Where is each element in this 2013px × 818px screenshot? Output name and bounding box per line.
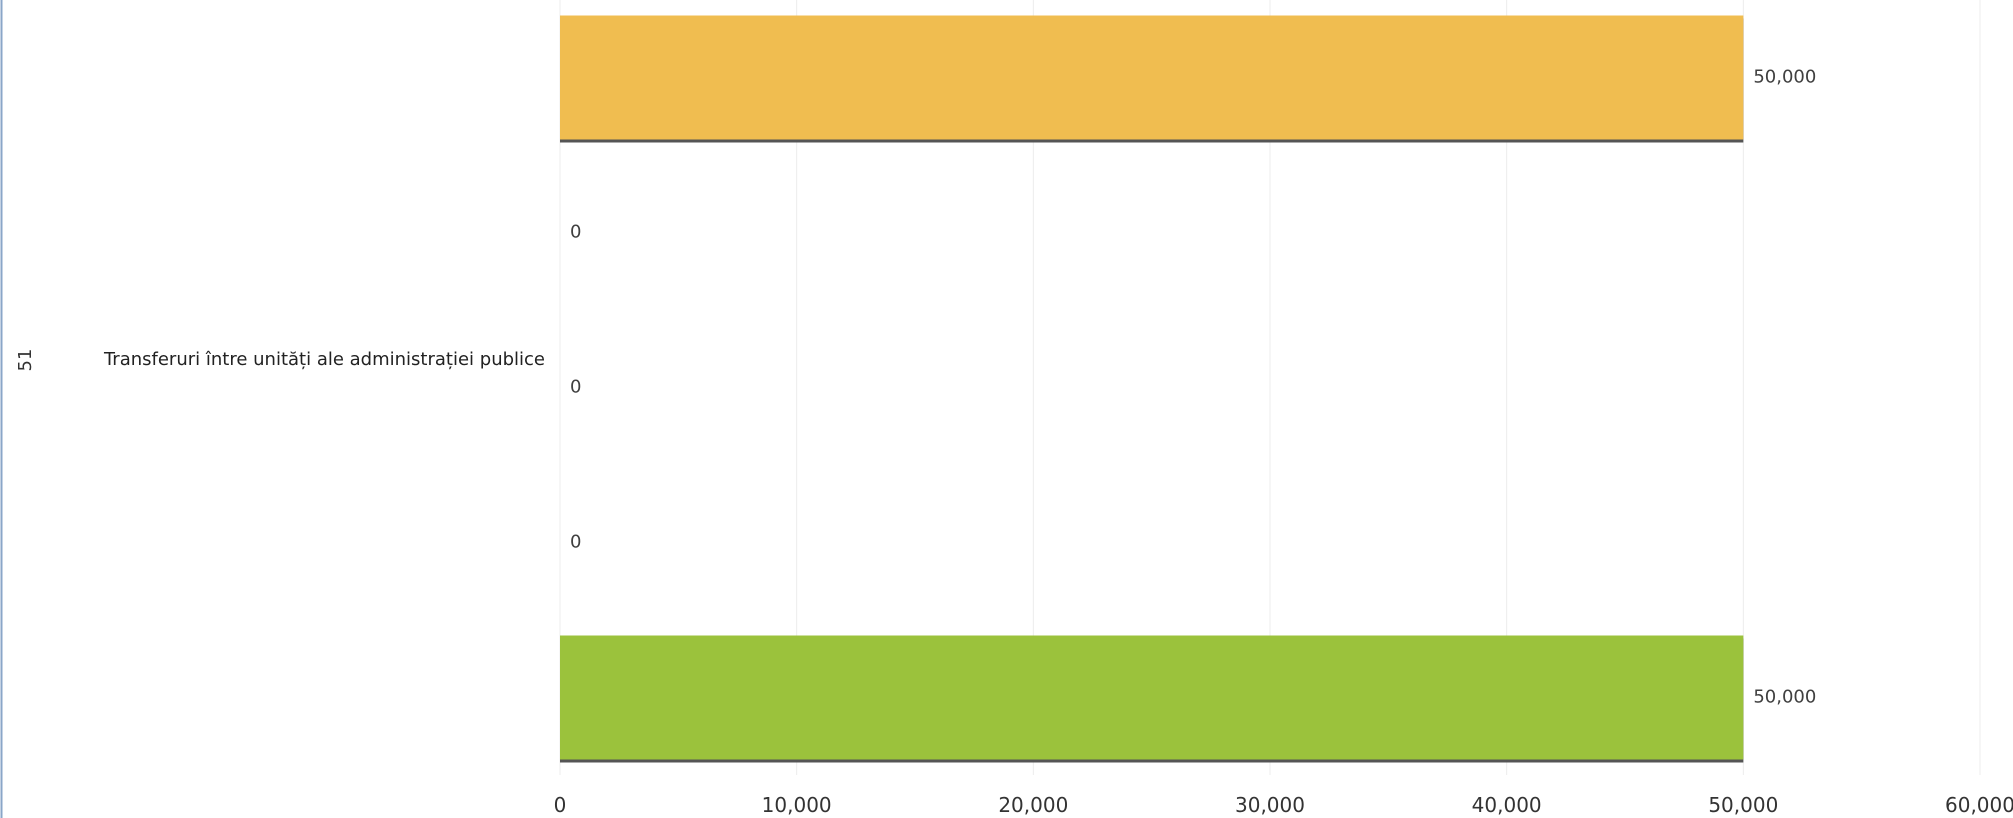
x-tick-label: 40,000	[1472, 793, 1542, 817]
bar	[560, 635, 1744, 760]
category-code: 51	[15, 349, 36, 372]
bar	[560, 15, 1744, 140]
data-label: 0	[570, 377, 581, 398]
x-tick-label: 0	[554, 793, 567, 817]
bars	[560, 15, 1744, 763]
x-tick-label: 60,000	[1945, 793, 2013, 817]
category-label: Transferuri între unități ale administra…	[103, 349, 545, 370]
x-tick-label: 30,000	[1235, 793, 1305, 817]
data-label: 50,000	[1753, 687, 1816, 708]
x-axis-ticks: 0 10,000 20,000 30,000 40,000 50,000 60,000	[554, 793, 2013, 817]
data-label: 0	[570, 532, 581, 553]
x-tick-label: 10,000	[762, 793, 832, 817]
data-labels: 50,000 0 0 0 50,000	[570, 67, 1816, 708]
data-label: 0	[570, 222, 581, 243]
x-tick-label: 50,000	[1708, 793, 1778, 817]
x-tick-label: 20,000	[998, 793, 1068, 817]
data-label: 50,000	[1753, 67, 1816, 88]
